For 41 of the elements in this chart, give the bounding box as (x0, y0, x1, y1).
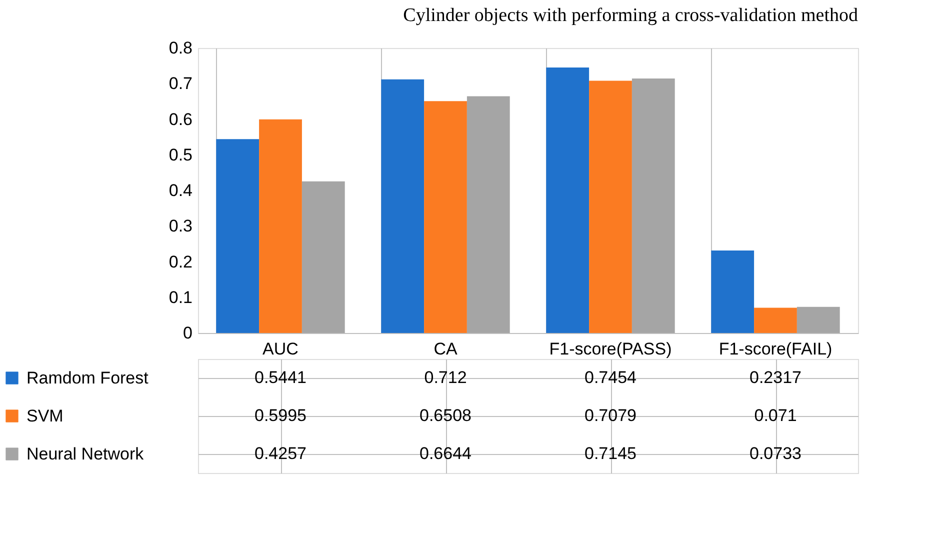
x-tick-label: F1-score(PASS) (549, 340, 672, 358)
bar (589, 80, 632, 333)
bar (546, 67, 590, 333)
bar (302, 181, 345, 333)
y-tick-label: 0.4 (168, 181, 192, 200)
y-tick-label: 0.2 (168, 252, 192, 272)
y-tick-label: 0.5 (168, 145, 192, 164)
y-tick-label: 0.7 (168, 74, 192, 94)
data-label: 0.071 (754, 406, 797, 425)
y-tick-label: 0.8 (168, 38, 192, 58)
data-label: 0.6644 (420, 444, 472, 463)
y-tick-label: 0.3 (168, 216, 192, 236)
legend-label: Ramdom Forest (26, 368, 149, 388)
data-label: 0.0733 (750, 444, 802, 463)
data-label: 0.4257 (254, 444, 306, 463)
legend-label: SVM (26, 406, 64, 426)
x-tick-label: CA (434, 340, 458, 358)
data-label: 0.6508 (420, 406, 472, 425)
data-label: 0.2317 (750, 368, 802, 387)
data-label: 0.5441 (254, 368, 306, 387)
chart-title: Cylinder objects with performing a cross-validation method (403, 5, 858, 26)
legend-label: Neural Network (26, 444, 144, 464)
bar (381, 79, 424, 333)
bar (424, 101, 467, 333)
data-label: 0.5995 (254, 406, 306, 425)
bar (632, 78, 675, 333)
data-label: 0.7454 (584, 368, 636, 387)
x-tick-label: AUC (262, 340, 298, 358)
y-tick-label: 0 (183, 324, 192, 342)
bar (466, 96, 510, 333)
data-label: 0.712 (424, 368, 467, 387)
y-tick-label: 0.1 (168, 288, 192, 307)
bar (711, 250, 754, 333)
x-tick-label: F1-score(FAIL) (718, 340, 832, 358)
data-label: 0.7079 (584, 406, 636, 425)
y-tick-label: 0.6 (168, 110, 192, 129)
bar (796, 306, 840, 333)
bar (216, 139, 260, 333)
bar (754, 308, 797, 333)
bar (259, 119, 302, 333)
data-label: 0.7145 (584, 444, 636, 463)
